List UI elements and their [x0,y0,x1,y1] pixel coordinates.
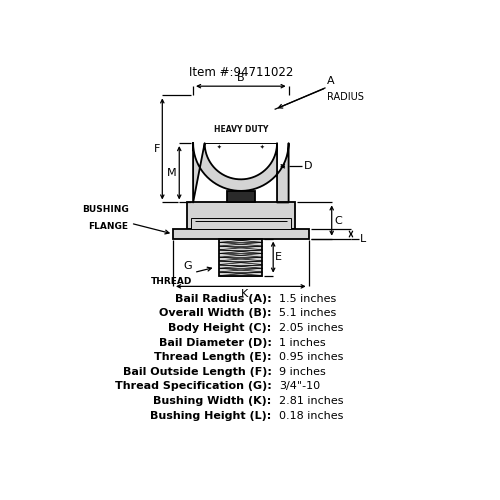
Text: 0.18 inches: 0.18 inches [280,410,344,420]
Text: Item #:94711022: Item #:94711022 [188,66,293,79]
Text: RADIUS: RADIUS [327,92,364,102]
Text: 5.1 inches: 5.1 inches [280,308,336,318]
Text: M: M [168,168,177,178]
Text: K: K [241,290,248,300]
Text: D: D [304,162,312,172]
Text: 9 inches: 9 inches [280,367,326,377]
Text: Thread Length (E):: Thread Length (E): [154,352,272,362]
Bar [227,191,254,202]
Text: FLANGE: FLANGE [88,222,128,230]
Bar [187,202,295,230]
Polygon shape [193,143,288,203]
Text: 2.81 inches: 2.81 inches [280,396,344,406]
Text: Bail Outside Length (F):: Bail Outside Length (F): [123,367,272,377]
Text: ✦: ✦ [217,144,222,150]
Text: C: C [335,216,342,226]
Text: Thread Specification (G):: Thread Specification (G): [115,382,272,392]
Text: BUSHING: BUSHING [82,205,128,214]
Text: ✦: ✦ [260,144,264,150]
Text: 3/4"-10: 3/4"-10 [280,382,320,392]
Text: 2.05 inches: 2.05 inches [280,323,344,333]
Text: Bail Diameter (D):: Bail Diameter (D): [159,338,272,347]
Text: F: F [154,144,160,154]
Text: HEAVY DUTY: HEAVY DUTY [214,125,268,134]
Bar [220,238,262,276]
Text: E: E [274,252,281,262]
Text: 1 inches: 1 inches [280,338,326,347]
Text: B: B [237,73,244,83]
Text: 1.5 inches: 1.5 inches [280,294,336,304]
Bar [191,218,291,230]
Text: Bail Radius (A):: Bail Radius (A): [175,294,272,304]
Text: G: G [184,261,192,271]
Text: Body Height (C):: Body Height (C): [168,323,272,333]
Text: 0.95 inches: 0.95 inches [280,352,344,362]
Text: Bushing Width (K):: Bushing Width (K): [154,396,272,406]
Text: A: A [327,76,334,86]
Text: Bushing Height (L):: Bushing Height (L): [150,410,272,420]
Bar [173,230,308,238]
Text: L: L [360,234,366,243]
Text: Overall Width (B):: Overall Width (B): [159,308,272,318]
Text: THREAD: THREAD [151,277,192,286]
